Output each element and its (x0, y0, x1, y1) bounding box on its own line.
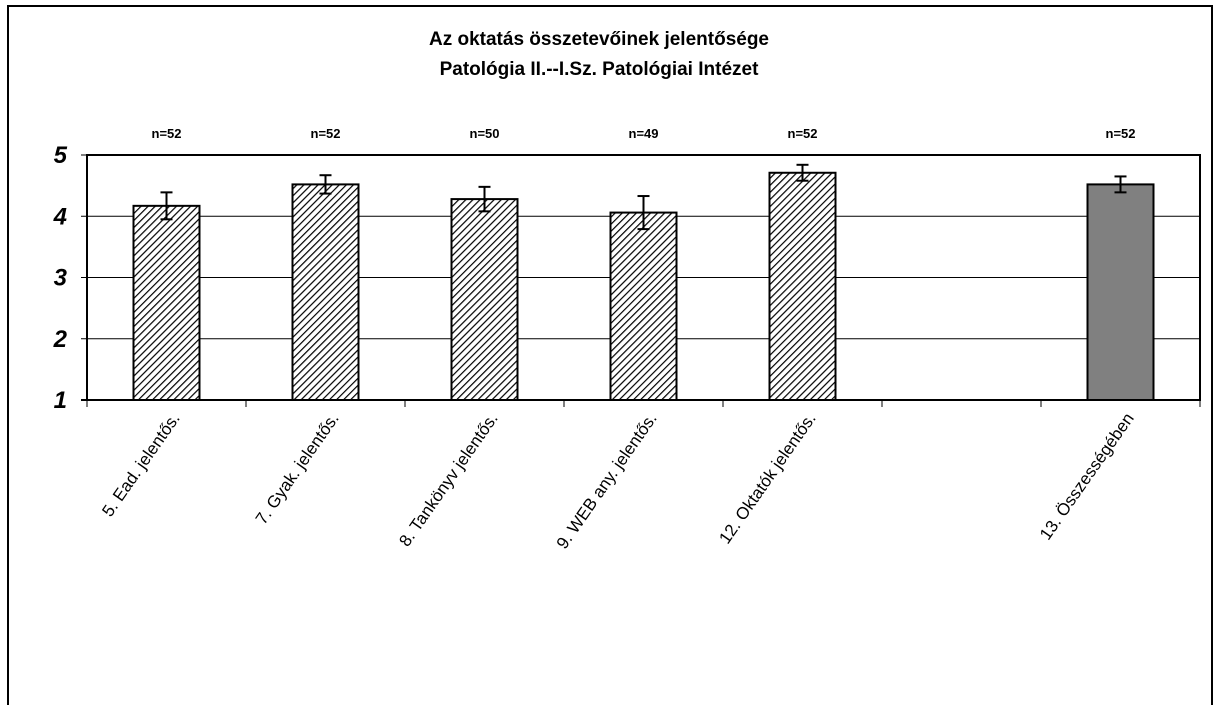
x-tick-label: 9. WEB any. jelentős. (553, 409, 661, 552)
y-tick-label-2: 2 (53, 326, 68, 353)
y-tick-label-5: 5 (54, 142, 68, 169)
x-tick-label: 5. Ead. jelentős. (98, 409, 183, 520)
y-axis-ticks: 1 2 3 4 5 (53, 142, 87, 414)
x-tick-label: 13. Összességében (1036, 409, 1138, 543)
y-tick-label-1: 1 (54, 387, 67, 414)
chart-title: Az oktatás összetevőinek jelentősége (429, 29, 769, 50)
bar (609, 211, 678, 401)
bar (291, 183, 360, 401)
x-tick-label: 7. Gyak. jelentős. (252, 409, 343, 527)
chart-subtitle: Patológia II.--I.Sz. Patológiai Intézet (440, 59, 759, 80)
x-axis-ticks: 5. Ead. jelentős. 7. Gyak. jelentős. 8. Ta… (98, 409, 1137, 552)
y-tick-label-3: 3 (54, 265, 68, 292)
n-label: n=52 (1106, 126, 1136, 141)
chart-frame (7, 5, 1213, 705)
n-label: n=50 (470, 126, 500, 141)
bar (1086, 183, 1155, 401)
n-label: n=52 (788, 126, 818, 141)
n-label: n=49 (629, 126, 659, 141)
bar (768, 171, 837, 401)
x-tick-label: 12. Oktatók jelentős. (715, 409, 819, 547)
x-tick-label: 8. Tankönyv jelentős. (395, 409, 501, 550)
x-axis (81, 399, 1201, 407)
n-labels: n=52 n=52 n=50 n=49 n=52 n=52 (152, 126, 1136, 141)
n-label: n=52 (311, 126, 341, 141)
y-tick-label-4: 4 (53, 203, 67, 230)
bar (132, 204, 201, 401)
n-label: n=52 (152, 126, 182, 141)
bar (450, 198, 519, 401)
error-bars (160, 163, 1127, 231)
